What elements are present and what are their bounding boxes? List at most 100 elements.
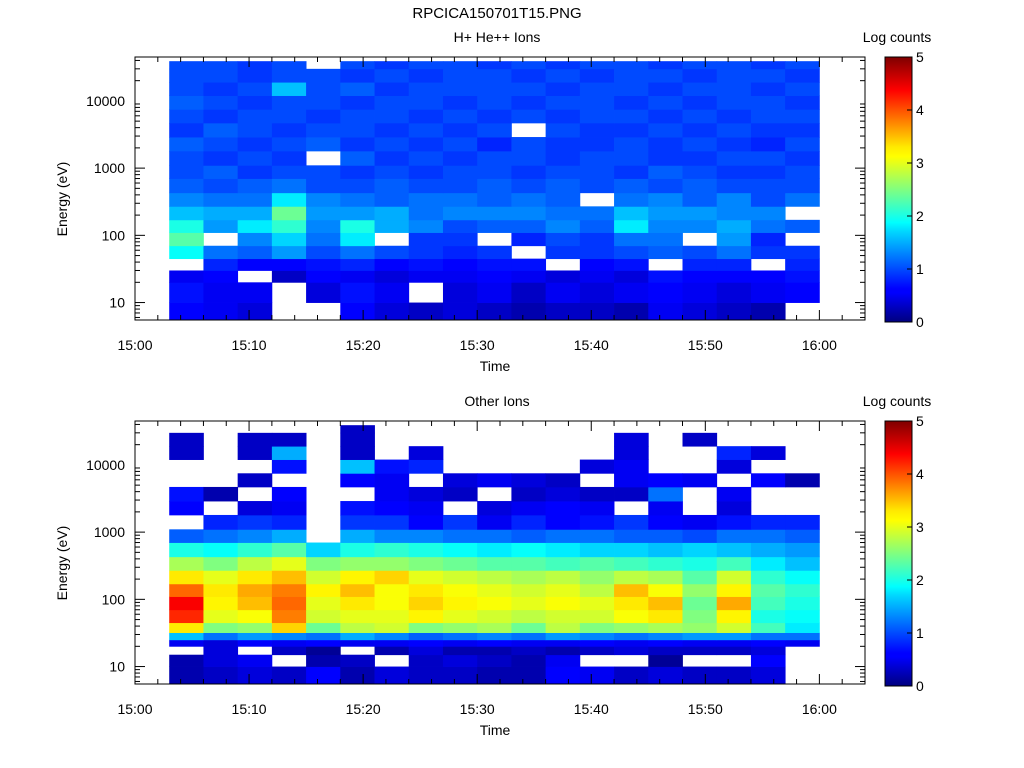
heatmap-cell [614,82,649,96]
heatmap-cell [648,501,683,516]
heatmap-cell [374,178,410,194]
heatmap-cell [169,270,204,283]
heatmap-cell [545,219,581,233]
heatmap-cell [648,583,683,597]
heatmap-cell [545,122,581,138]
heatmap-cell [306,609,341,624]
heatmap-cell [579,556,615,571]
heatmap-cell [682,529,718,543]
heatmap-cell [648,178,683,194]
heatmap-cell [340,302,375,321]
heatmap-cell [203,270,239,283]
heatmap-cell [203,165,239,179]
heatmap-cell [545,632,581,641]
heatmap-cell [785,122,820,138]
heatmap-cell [579,82,615,96]
heatmap-cell [579,514,615,530]
heatmap-cell [648,282,683,303]
panel-h-he-ions: H+ He++ Ions 15:00 15:10 15:20 15:30 15:40 15… [54,29,931,374]
heatmap-cell [374,95,410,110]
heatmap-cell [682,192,718,207]
heatmap-cell [785,282,820,303]
heatmap-cell [750,596,786,611]
heatmap-cell [306,137,341,152]
heatmap-cell [169,82,204,96]
heatmap-cell [477,192,512,207]
heatmap-cell [203,178,239,194]
heatmap-cell [271,178,307,194]
heatmap-cell [237,178,273,194]
heatmap-cell [408,666,444,685]
x-axis: 15:00 15:10 15:20 15:30 15:40 15:50 16:00 [117,57,866,353]
y-axis-label: Energy (eV) [54,526,70,601]
heatmap-cell [442,609,478,624]
heatmap-cell [340,501,375,516]
heatmap-cell [579,245,615,260]
heatmap-cell [785,82,820,96]
heatmap-cell [682,258,718,271]
heatmap-cell [648,666,683,685]
heatmap-cell [442,137,478,152]
heatmap-cell [408,501,444,516]
heatmap-cell [477,150,512,166]
heatmap-cell [477,219,512,233]
heatmap-cell [716,501,752,516]
heatmap-cell [750,622,786,633]
heatmap-cell [785,542,820,558]
heatmap-cell [614,68,649,83]
heatmap-cell [579,178,615,194]
heatmap-cell [511,68,547,83]
heatmap-cell [271,529,307,543]
heatmap-cell [648,82,683,96]
y-tick-label: 100 [102,591,126,607]
colorbar-gradient [884,420,913,687]
heatmap-cell [716,206,752,221]
heatmap-cell [545,282,581,303]
heatmap-cell [545,82,581,96]
x-tick-label: 15:20 [346,701,381,717]
heatmap-cell [169,302,204,321]
heatmap-cell [511,646,547,656]
heatmap-cell [648,542,683,558]
heatmap-cell [237,95,273,110]
heatmap-cell [408,68,444,83]
heatmap-cell [545,583,581,597]
heatmap-cell [306,219,341,233]
heatmap-cell [750,302,786,321]
heatmap-cell [203,302,239,321]
heatmap-cell [716,232,752,247]
y-axis: 10 100 1000 10000 [86,59,865,318]
heatmap-cell [442,542,478,558]
heatmap-cell [716,632,752,641]
heatmap-cell [271,165,307,179]
heatmap-cell [750,61,786,70]
heatmap-cell [340,122,375,138]
heatmap-cell [545,486,581,502]
heatmap-cell [511,542,547,558]
heatmap-cell [169,609,204,624]
heatmap-cell [477,68,512,83]
heatmap-cell [237,192,273,207]
x-tick-label: 15:10 [232,701,267,717]
heatmap-cell [408,459,444,474]
heatmap-cell [579,137,615,152]
heatmap-cell [648,609,683,624]
heatmap-cell [579,165,615,179]
x-axis-label: Time [480,358,511,374]
heatmap-cell [271,596,307,611]
heatmap-cell [237,245,273,260]
heatmap-cell [579,583,615,597]
heatmap-cells [169,425,820,685]
heatmap-cell [545,609,581,624]
heatmap-cell [716,446,752,460]
heatmap-cell [716,282,752,303]
heatmap-cell [511,150,547,166]
heatmap-cell [545,165,581,179]
heatmap-cell [579,61,615,70]
heatmap-cell [785,258,820,271]
colorbar-gradient [884,56,913,323]
heatmap-cell [408,95,444,110]
heatmap-cell [237,258,273,271]
heatmap-cell [169,486,204,502]
heatmap-cell [203,61,239,70]
